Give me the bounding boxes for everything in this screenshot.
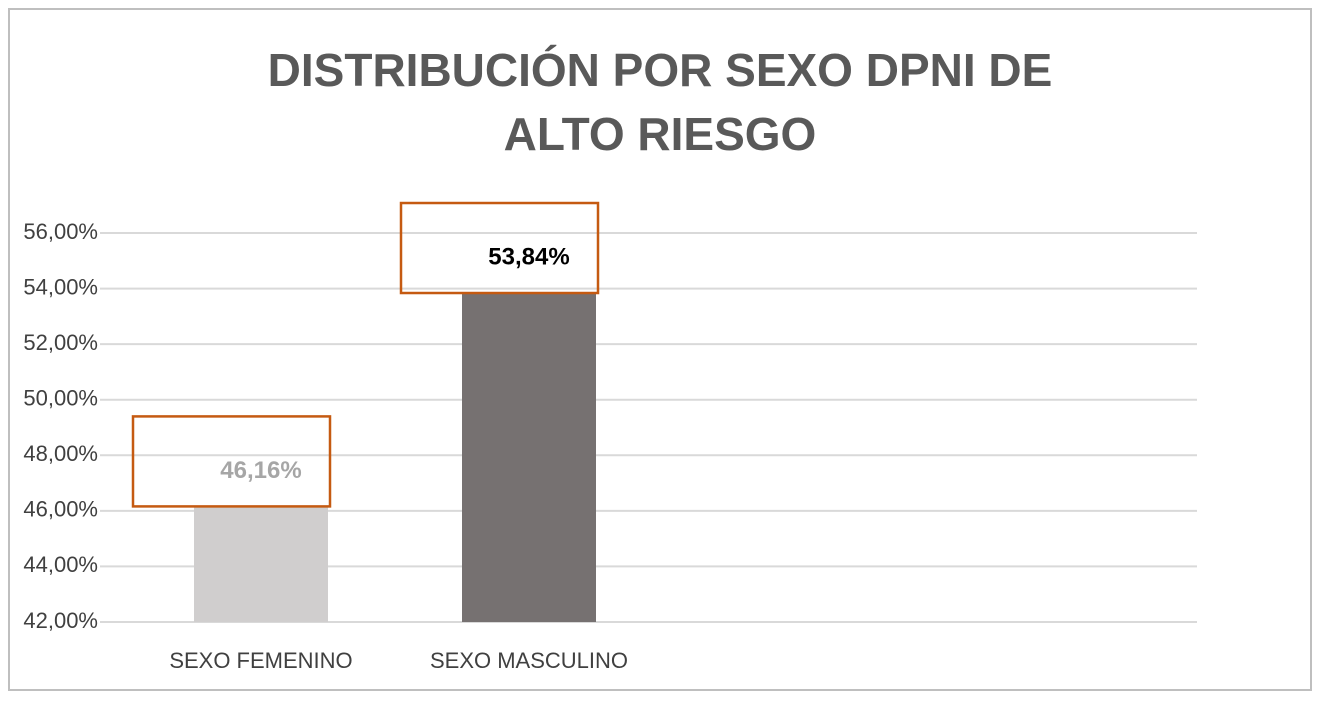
y-tick-label: 50,00%	[23, 386, 98, 411]
bar	[462, 293, 596, 622]
bar	[194, 506, 328, 622]
y-tick-label: 48,00%	[23, 441, 98, 466]
label-box	[131, 415, 332, 508]
x-tick-label: SEXO MASCULINO	[430, 648, 628, 673]
value-label: 46,16%	[220, 457, 301, 484]
y-tick-label: 52,00%	[23, 330, 98, 355]
x-tick-label: SEXO FEMENINO	[169, 648, 352, 673]
y-tick-label: 44,00%	[23, 552, 98, 577]
y-tick-label: 42,00%	[23, 608, 98, 633]
value-label: 53,84%	[488, 243, 569, 270]
chart-frame	[8, 8, 1312, 691]
chart-title: DISTRIBUCIÓN POR SEXO DPNI DE ALTO RIESG…	[267, 44, 1053, 160]
y-tick-label: 56,00%	[23, 219, 98, 244]
y-tick-label: 54,00%	[23, 274, 98, 299]
y-tick-label: 46,00%	[23, 497, 98, 522]
label-box	[399, 201, 600, 295]
